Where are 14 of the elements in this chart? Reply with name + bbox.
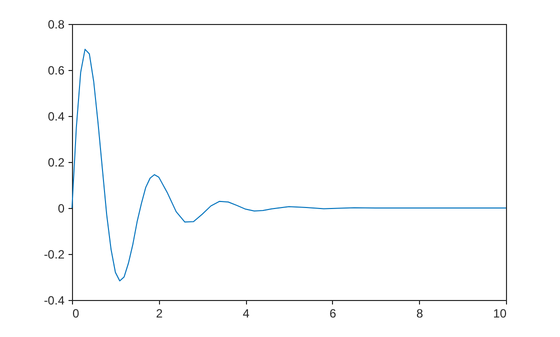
y-tick-label: -0.2 (44, 248, 65, 262)
y-tick-label: -0.4 (44, 294, 65, 308)
y-tick-label: 0 (58, 202, 65, 216)
x-tick-label: 2 (156, 306, 163, 320)
x-tick-label: 0 (72, 306, 80, 320)
y-tick-label: 0.8 (48, 18, 65, 32)
y-tick-label: 0.4 (48, 110, 65, 124)
x-tick-label: 10 (493, 306, 507, 320)
x-tick-label: 8 (416, 306, 424, 320)
y-tick-label: 0.2 (48, 156, 65, 170)
x-tick-label: 4 (242, 306, 250, 320)
line-series (72, 48, 506, 282)
x-tick-label: 6 (330, 306, 337, 320)
y-tick-label: 0.6 (48, 64, 65, 78)
